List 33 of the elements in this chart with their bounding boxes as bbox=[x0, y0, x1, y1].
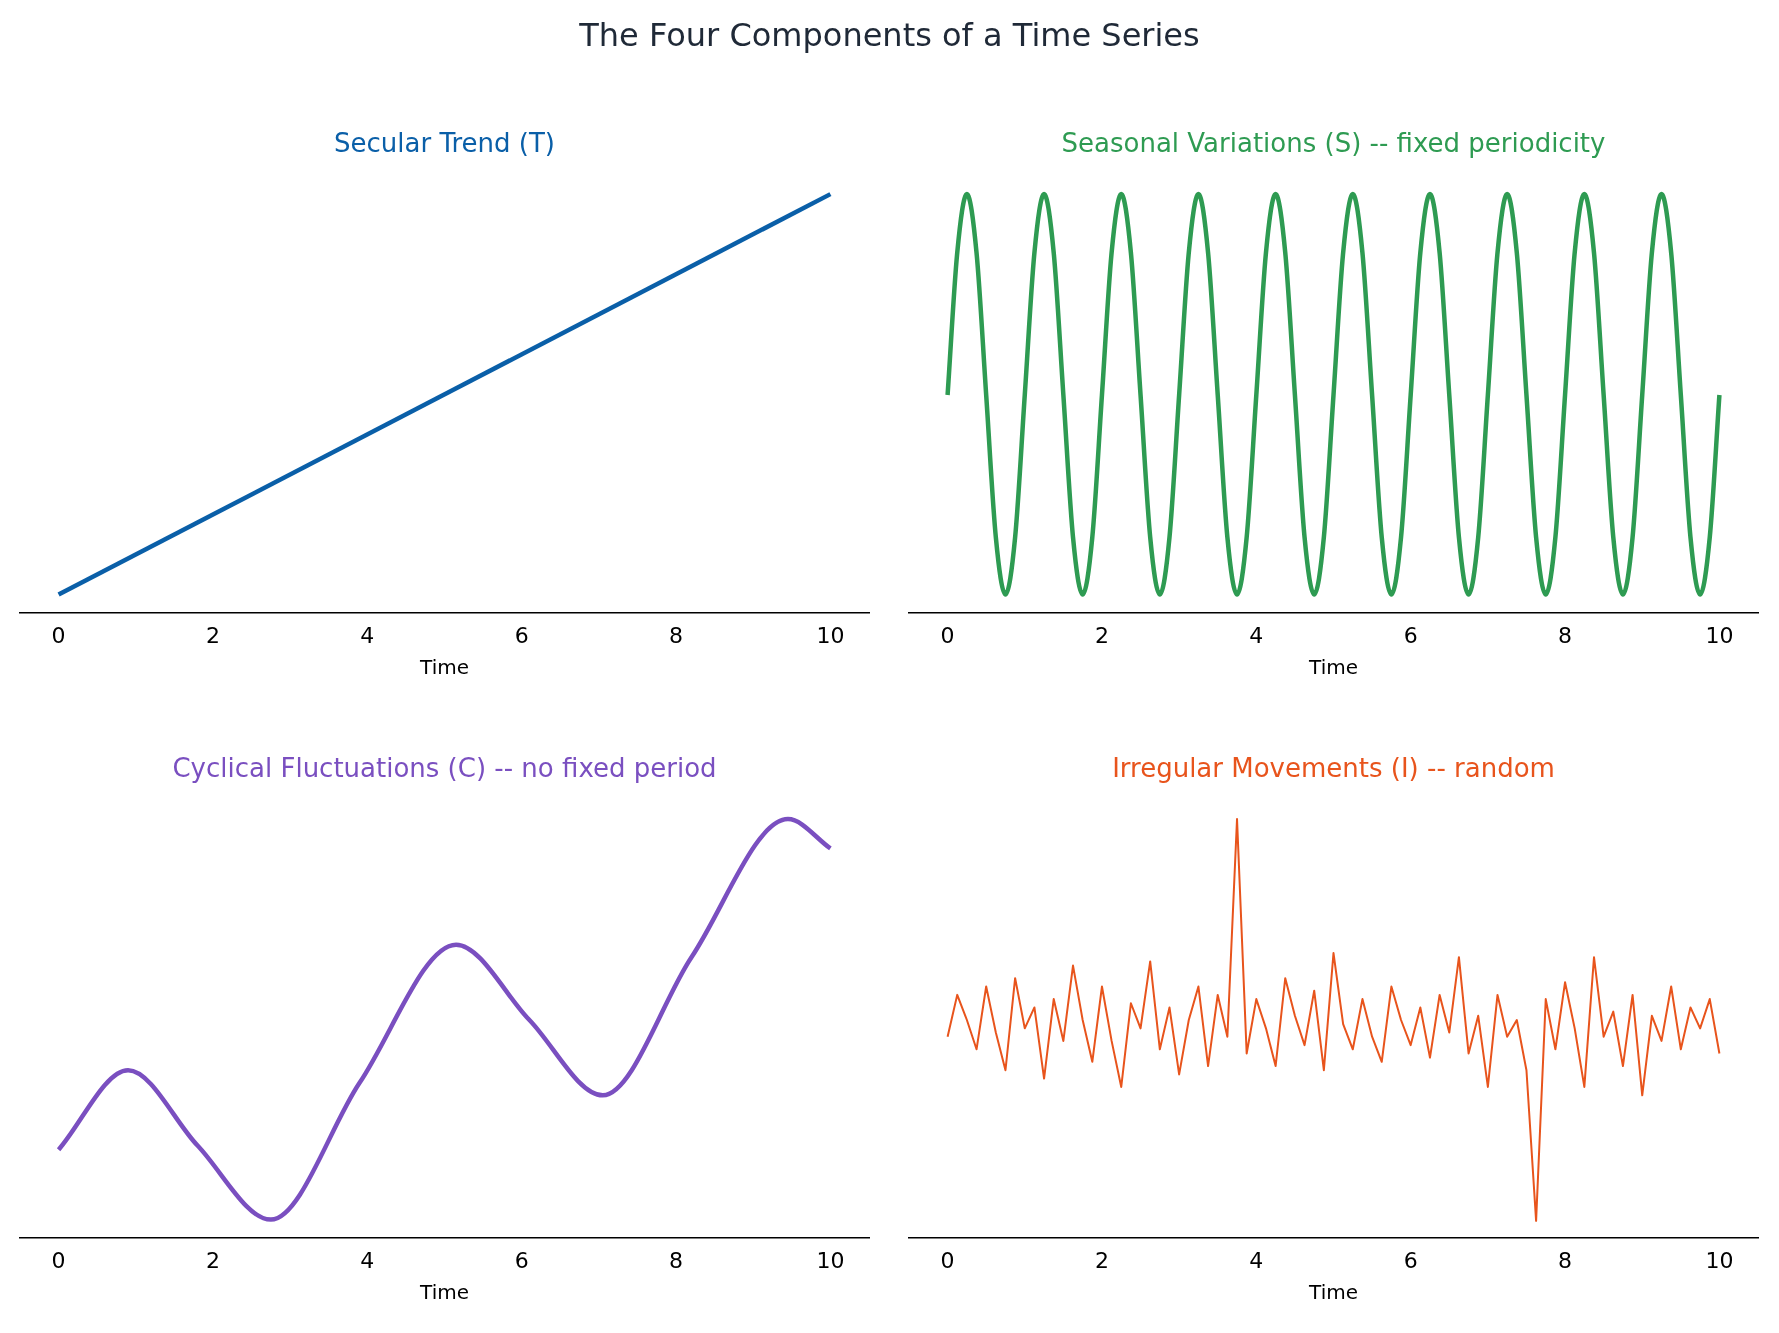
x-axis-title: Time bbox=[419, 1280, 469, 1305]
x-tick-label: 0 bbox=[940, 622, 955, 648]
x-tick-label: 10 bbox=[1705, 622, 1734, 648]
x-tick-label: 4 bbox=[360, 622, 375, 648]
x-tick-label: 10 bbox=[816, 1247, 845, 1273]
x-tick-label: 8 bbox=[1558, 622, 1573, 648]
x-tick-label: 8 bbox=[669, 1247, 684, 1273]
chart-title: Seasonal Variations (S) -- fixed periodicity bbox=[1061, 128, 1606, 159]
x-axis-title: Time bbox=[419, 655, 469, 680]
chart-title: Cyclical Fluctuations (C) -- no fixed period bbox=[172, 753, 717, 784]
x-tick-label: 0 bbox=[51, 622, 66, 648]
x-tick-label: 0 bbox=[940, 1247, 955, 1273]
x-tick-label: 4 bbox=[360, 1247, 375, 1273]
x-axis-title: Time bbox=[1308, 1280, 1358, 1305]
x-tick-label: 10 bbox=[816, 622, 845, 648]
x-tick-label: 2 bbox=[1094, 622, 1109, 648]
x-axis-title: Time bbox=[1308, 655, 1358, 680]
x-tick-label: 6 bbox=[514, 1247, 529, 1273]
x-tick-label: 4 bbox=[1249, 622, 1264, 648]
x-tick-label: 8 bbox=[1558, 1247, 1573, 1273]
x-tick-label: 2 bbox=[205, 622, 220, 648]
x-tick-label: 2 bbox=[1094, 1247, 1109, 1273]
text: The Four Components of a Time Series bbox=[578, 15, 1201, 56]
chart-title: Secular Trend (T) bbox=[334, 128, 555, 159]
x-tick-label: 8 bbox=[669, 622, 684, 648]
x-tick-label: 10 bbox=[1705, 1247, 1734, 1273]
chart-title: Irregular Movements (I) -- random bbox=[1112, 753, 1555, 784]
x-tick-label: 2 bbox=[205, 1247, 220, 1273]
x-tick-label: 6 bbox=[1403, 1247, 1418, 1273]
x-tick-label: 6 bbox=[1403, 622, 1418, 648]
x-tick-label: 6 bbox=[514, 622, 529, 648]
x-tick-label: 4 bbox=[1249, 1247, 1264, 1273]
x-tick-label: 0 bbox=[51, 1247, 66, 1273]
